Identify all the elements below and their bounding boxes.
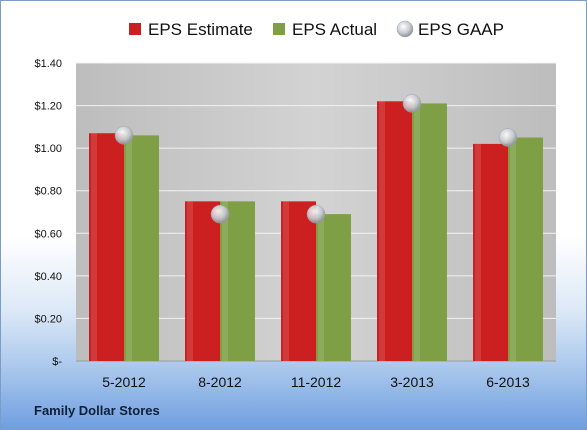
bar-eps-actual	[124, 135, 159, 361]
x-tick-label: 8-2012	[198, 374, 242, 390]
point-eps-gaap	[498, 128, 518, 147]
point-eps-gaap	[402, 94, 422, 113]
y-tick-label: $0.20	[34, 313, 62, 325]
bar-highlight	[126, 135, 132, 361]
bar-eps-estimate	[185, 201, 220, 361]
bar-highlight	[379, 101, 385, 362]
x-tick-label: 5-2012	[102, 374, 146, 390]
bar-eps-estimate	[473, 143, 508, 361]
legend-marker	[396, 20, 414, 38]
bar-eps-actual	[220, 201, 255, 361]
x-tick-label: 11-2012	[291, 374, 342, 390]
y-tick-label: $1.40	[34, 58, 62, 70]
y-tick-label: $1.00	[34, 143, 62, 155]
bar-eps-estimate	[377, 101, 412, 362]
legend-label: EPS GAAP	[418, 20, 504, 39]
point-eps-gaap	[306, 204, 326, 224]
y-tick-label: $0.60	[34, 228, 62, 240]
x-tick-label: 3-2013	[390, 374, 434, 390]
bar-highlight	[91, 133, 97, 361]
bar-highlight	[318, 214, 324, 361]
y-tick-label: $0.80	[34, 186, 62, 198]
x-axis-ticks: 5-2012 8-2012 11-2012 3-2013 6-2013	[102, 374, 530, 390]
legend-label: EPS Actual	[292, 20, 377, 39]
y-tick-label: $1.20	[34, 101, 62, 113]
y-tick-label: $-	[52, 356, 62, 368]
legend-label: EPS Estimate	[148, 20, 253, 39]
y-tick-label: $0.40	[34, 271, 62, 283]
bar-eps-actual	[508, 137, 543, 361]
bar-highlight	[283, 201, 289, 361]
bars	[89, 101, 543, 362]
bar-eps-estimate	[89, 133, 124, 361]
bar-highlight	[187, 201, 193, 361]
company-name: Family Dollar Stores	[34, 403, 160, 418]
bar-highlight	[414, 103, 420, 361]
point-eps-gaap	[114, 126, 134, 145]
point-eps-gaap	[210, 204, 230, 224]
y-axis-ticks: $- $0.20 $0.40 $0.60 $0.80 $1.00 $1.20 $1.40	[34, 58, 62, 368]
bar-eps-actual	[316, 214, 351, 361]
gaap-points	[114, 94, 518, 224]
bar-highlight	[475, 143, 481, 361]
bar-eps-estimate	[281, 201, 316, 361]
bar-eps-actual	[412, 103, 447, 361]
bar-highlight	[510, 137, 516, 361]
legend: EPS Estimate EPS Actual EPS GAAP	[129, 20, 504, 39]
bar-highlight	[222, 201, 228, 361]
legend-marker	[273, 23, 285, 35]
x-tick-label: 6-2013	[486, 374, 530, 390]
legend-marker	[129, 23, 141, 35]
